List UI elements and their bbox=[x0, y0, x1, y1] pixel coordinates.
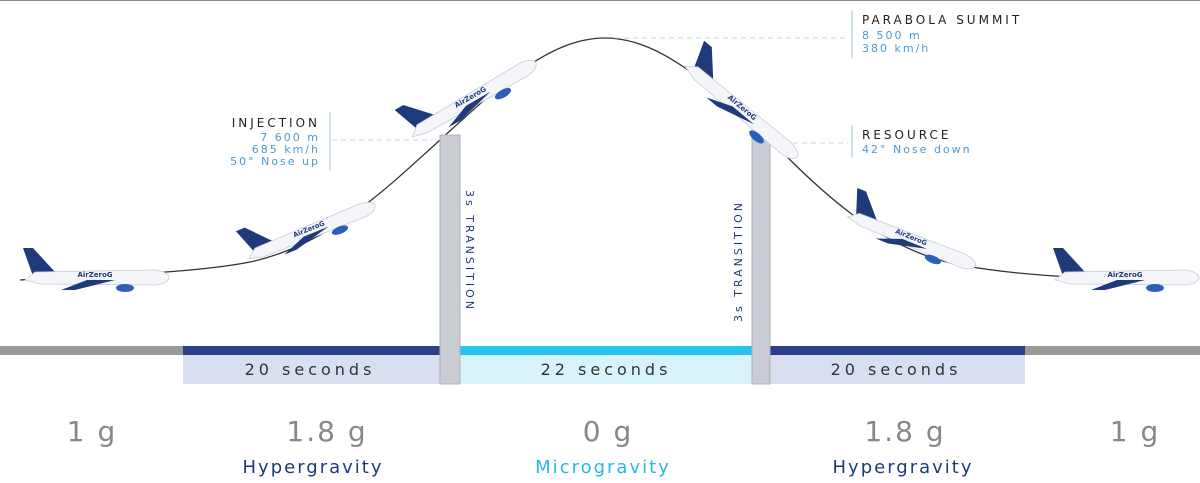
aircraft: AirZeroG bbox=[684, 40, 799, 160]
aircraft-tail bbox=[1053, 248, 1085, 276]
annotation-title: INJECTION bbox=[232, 116, 320, 130]
aircraft-wing bbox=[448, 91, 491, 128]
phase-box bbox=[183, 355, 440, 384]
phase-duration: 20 seconds bbox=[831, 360, 962, 379]
gravity-name: Hypergravity bbox=[833, 457, 974, 478]
aircraft-logo: AirZeroG bbox=[1107, 271, 1142, 279]
aircraft-wing bbox=[61, 280, 115, 290]
annotation-line: 8 500 m bbox=[862, 29, 922, 42]
phase-duration: 20 seconds bbox=[245, 360, 376, 379]
annotation-line: 685 km/h bbox=[252, 143, 320, 156]
aircraft-wing bbox=[875, 238, 927, 249]
annotation-title: RESOURCE bbox=[862, 128, 951, 142]
phase-bar bbox=[460, 346, 752, 355]
aircraft-body bbox=[24, 269, 170, 286]
gravity-name: Microgravity bbox=[535, 457, 671, 478]
annotation-line: 42° Nose down bbox=[862, 143, 972, 156]
gravity-name: Hypergravity bbox=[243, 457, 384, 478]
phase-box bbox=[460, 355, 752, 384]
aircraft: AirZeroG bbox=[846, 187, 976, 270]
annotation-line: 50° Nose up bbox=[230, 155, 320, 168]
aircraft-engine bbox=[331, 225, 349, 235]
aircraft: AirZeroG bbox=[394, 60, 537, 138]
aircraft-logo: AirZeroG bbox=[77, 271, 112, 279]
phase-bar bbox=[770, 346, 1025, 355]
aircraft-body bbox=[248, 202, 376, 260]
g-level: 1.8 g bbox=[864, 415, 945, 448]
aircraft-tail bbox=[23, 248, 55, 276]
flight-path bbox=[19, 37, 1191, 281]
aircraft-engine bbox=[494, 87, 512, 100]
aircraft: AirZeroG bbox=[1053, 248, 1200, 292]
g-level: 1.8 g bbox=[286, 415, 367, 448]
annotation-line: 7 600 m bbox=[260, 131, 320, 144]
aircraft-body bbox=[684, 66, 799, 160]
aircraft-engine bbox=[749, 130, 764, 144]
transition-label: 3s TRANSITION bbox=[463, 190, 476, 312]
aircraft-body bbox=[1054, 269, 1200, 286]
g-level: 0 g bbox=[583, 415, 634, 448]
phase-bar bbox=[183, 346, 440, 355]
aircraft: AirZeroG bbox=[235, 202, 376, 260]
aircraft-tail bbox=[856, 187, 877, 221]
aircraft-body bbox=[846, 212, 976, 270]
transition-pillar bbox=[751, 134, 771, 385]
aircraft-engine bbox=[116, 284, 134, 292]
transition-label: 3s TRANSITION bbox=[732, 200, 745, 322]
aircraft-wing bbox=[284, 226, 329, 255]
g-level: 1 g bbox=[67, 415, 118, 448]
transition-pillar bbox=[439, 134, 461, 385]
annotation-title: PARABOLA SUMMIT bbox=[862, 13, 1022, 27]
aircraft-body bbox=[411, 60, 537, 138]
aircraft-engine bbox=[924, 254, 941, 265]
phase-box bbox=[770, 355, 1025, 384]
aircraft-wing bbox=[1091, 280, 1145, 290]
phase-duration: 22 seconds bbox=[541, 360, 672, 379]
aircraft: AirZeroG bbox=[23, 248, 170, 292]
annotation-line: 380 km/h bbox=[862, 42, 930, 55]
aircraft-wing bbox=[706, 97, 755, 125]
g-level: 1 g bbox=[1110, 415, 1161, 448]
aircraft-engine bbox=[1146, 284, 1164, 292]
